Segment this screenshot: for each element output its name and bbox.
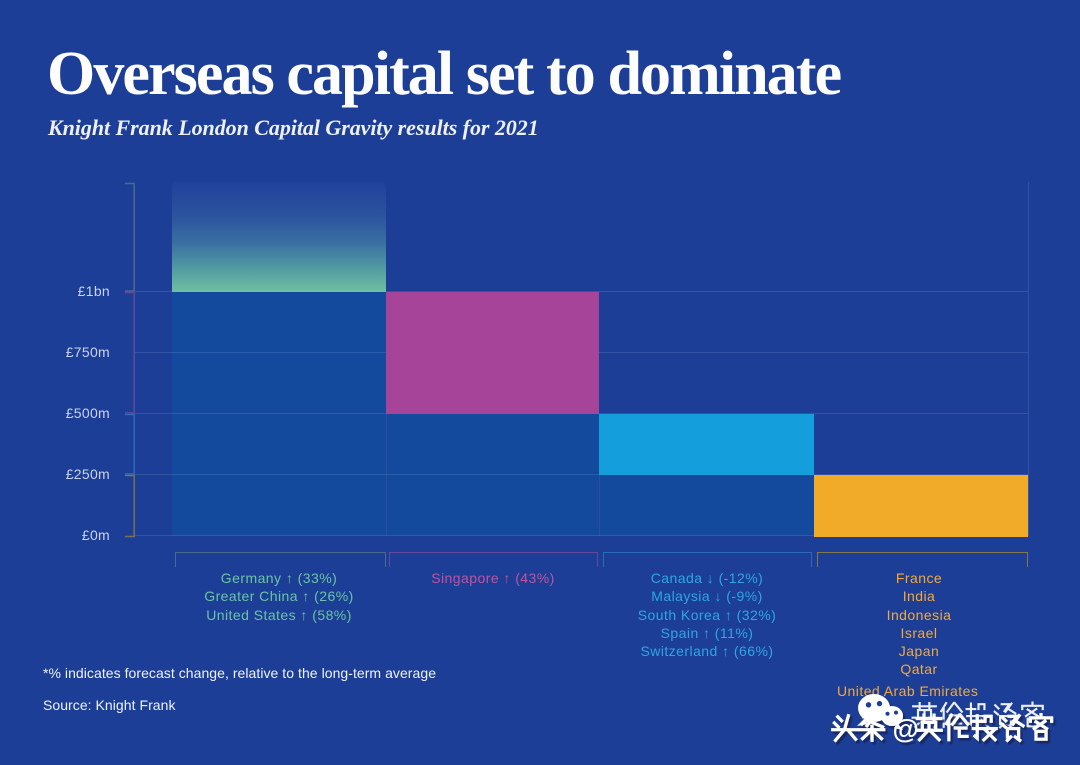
svg-text:@: @: [893, 714, 919, 744]
